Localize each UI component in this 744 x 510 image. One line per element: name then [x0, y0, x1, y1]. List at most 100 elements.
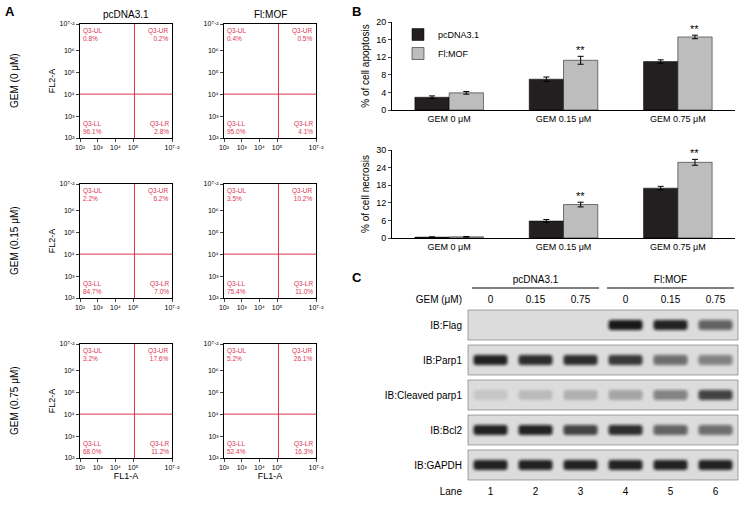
svg-text:10⁷·²: 10⁷·² — [204, 180, 220, 187]
svg-text:Q3-UL3.5%: Q3-UL3.5% — [227, 187, 247, 202]
svg-text:10³: 10³ — [64, 113, 75, 120]
svg-text:10⁵: 10⁵ — [128, 144, 139, 151]
svg-text:10⁵: 10⁵ — [272, 304, 283, 311]
svg-text:10⁴: 10⁴ — [64, 411, 75, 418]
svg-text:12: 12 — [376, 52, 386, 62]
svg-text:10⁵: 10⁵ — [64, 389, 75, 396]
svg-text:10⁴: 10⁴ — [208, 411, 219, 418]
svg-text:10⁶: 10⁶ — [208, 47, 219, 54]
svg-text:10²: 10² — [75, 464, 86, 471]
svg-text:10²: 10² — [75, 144, 86, 151]
svg-text:pcDNA3.1: pcDNA3.1 — [103, 9, 149, 20]
svg-text:3: 3 — [578, 486, 584, 497]
svg-text:0.15: 0.15 — [661, 294, 681, 305]
svg-text:10⁴: 10⁴ — [64, 251, 75, 258]
svg-text:Q3-UR10.2%: Q3-UR10.2% — [292, 187, 313, 202]
svg-text:10⁷·²: 10⁷·² — [60, 180, 76, 187]
svg-text:10⁵: 10⁵ — [208, 389, 219, 396]
svg-text:FL2-A: FL2-A — [47, 69, 57, 94]
svg-text:IB:Flag: IB:Flag — [430, 320, 462, 331]
svg-text:10⁴: 10⁴ — [254, 144, 265, 151]
svg-text:Q3-UL5.2%: Q3-UL5.2% — [227, 347, 247, 362]
svg-text:10²: 10² — [64, 134, 75, 141]
svg-text:Q3-LL68.0%: Q3-LL68.0% — [83, 440, 102, 455]
svg-text:24: 24 — [376, 163, 386, 173]
svg-text:0: 0 — [381, 233, 386, 243]
svg-text:10⁷·²: 10⁷·² — [60, 20, 76, 27]
svg-text:GEM 0.75 μM: GEM 0.75 μM — [650, 114, 706, 124]
svg-text:10⁵: 10⁵ — [128, 304, 139, 311]
svg-text:10⁴: 10⁴ — [254, 464, 265, 471]
svg-text:10⁶: 10⁶ — [64, 47, 75, 54]
svg-text:A: A — [5, 4, 15, 19]
svg-text:10⁷·²: 10⁷·² — [204, 20, 220, 27]
svg-text:10⁴: 10⁴ — [208, 91, 219, 98]
svg-text:Q3-UR17.6%: Q3-UR17.6% — [148, 347, 169, 362]
svg-text:GEM 0 μM: GEM 0 μM — [428, 114, 471, 124]
svg-text:Q3-UR26.1%: Q3-UR26.1% — [292, 347, 313, 362]
svg-text:Q3-LL84.7%: Q3-LL84.7% — [83, 280, 102, 295]
svg-text:Q3-UR0.5%: Q3-UR0.5% — [292, 27, 313, 42]
svg-text:16: 16 — [376, 35, 386, 45]
svg-text:10⁴: 10⁴ — [110, 304, 121, 311]
svg-text:pcDNA3.1: pcDNA3.1 — [438, 30, 479, 40]
svg-text:IB:Parp1: IB:Parp1 — [423, 355, 462, 366]
svg-text:10⁵: 10⁵ — [128, 464, 139, 471]
svg-text:GEM 0.75 μM: GEM 0.75 μM — [650, 242, 706, 252]
svg-text:10²: 10² — [208, 294, 219, 301]
svg-text:10⁴: 10⁴ — [110, 144, 121, 151]
svg-text:Q3-UL0.4%: Q3-UL0.4% — [227, 27, 247, 42]
svg-text:6: 6 — [713, 486, 719, 497]
svg-text:IB:Bcl2: IB:Bcl2 — [430, 425, 462, 436]
svg-text:IB:Cleaved parp1: IB:Cleaved parp1 — [385, 390, 463, 401]
svg-text:10⁶: 10⁶ — [64, 367, 75, 374]
svg-text:Q3-LR4.1%: Q3-LR4.1% — [294, 120, 313, 135]
svg-text:10³: 10³ — [64, 273, 75, 280]
svg-text:18: 18 — [376, 180, 386, 190]
svg-text:Fl:MOF: Fl:MOF — [654, 274, 687, 285]
svg-text:10⁵: 10⁵ — [64, 69, 75, 76]
svg-text:% of cell apoptosis: % of cell apoptosis — [360, 24, 371, 107]
svg-text:10³: 10³ — [237, 144, 248, 151]
svg-text:FL1-A: FL1-A — [258, 471, 283, 481]
svg-text:10⁶: 10⁶ — [208, 207, 219, 214]
svg-text:10⁷·²: 10⁷·² — [165, 464, 181, 471]
svg-text:10⁷·²: 10⁷·² — [309, 464, 325, 471]
svg-text:10³: 10³ — [93, 304, 104, 311]
svg-text:6: 6 — [381, 216, 386, 226]
svg-text:Q3-LL75.4%: Q3-LL75.4% — [227, 280, 246, 295]
svg-text:0: 0 — [623, 294, 629, 305]
svg-text:0.75: 0.75 — [706, 294, 726, 305]
svg-text:10⁷·²: 10⁷·² — [165, 144, 181, 151]
svg-text:GEM 0.15 μM: GEM 0.15 μM — [536, 114, 592, 124]
svg-text:Q3-LR11.0%: Q3-LR11.0% — [294, 280, 313, 295]
svg-text:FL2-A: FL2-A — [47, 389, 57, 414]
svg-text:10²: 10² — [208, 134, 219, 141]
svg-text:1: 1 — [488, 486, 494, 497]
svg-text:10⁵: 10⁵ — [272, 464, 283, 471]
svg-text:**: ** — [690, 147, 699, 159]
svg-text:20: 20 — [376, 17, 386, 27]
svg-text:0: 0 — [488, 294, 494, 305]
svg-text:GEM 0 μM: GEM 0 μM — [428, 242, 471, 252]
svg-text:C: C — [352, 270, 362, 285]
svg-text:10⁷·²: 10⁷·² — [60, 340, 76, 347]
svg-text:pcDNA3.1: pcDNA3.1 — [513, 274, 559, 285]
svg-text:B: B — [352, 4, 361, 19]
svg-text:10²: 10² — [208, 454, 219, 461]
svg-text:10²: 10² — [64, 294, 75, 301]
svg-text:10⁷·²: 10⁷·² — [309, 304, 325, 311]
svg-text:10²: 10² — [64, 454, 75, 461]
svg-text:Q3-UR6.2%: Q3-UR6.2% — [148, 187, 169, 202]
svg-text:0.75: 0.75 — [571, 294, 591, 305]
svg-text:10²: 10² — [219, 464, 230, 471]
svg-text:GEM (0.15 μM): GEM (0.15 μM) — [9, 206, 20, 275]
svg-text:10⁷·²: 10⁷·² — [165, 304, 181, 311]
svg-text:FL1-A: FL1-A — [114, 471, 139, 481]
svg-text:Q3-LR2.8%: Q3-LR2.8% — [150, 120, 169, 135]
svg-text:Lane: Lane — [440, 486, 463, 497]
svg-text:8: 8 — [381, 70, 386, 80]
svg-text:4: 4 — [623, 486, 629, 497]
svg-text:Fl:MOF: Fl:MOF — [438, 49, 468, 59]
svg-text:10³: 10³ — [93, 144, 104, 151]
